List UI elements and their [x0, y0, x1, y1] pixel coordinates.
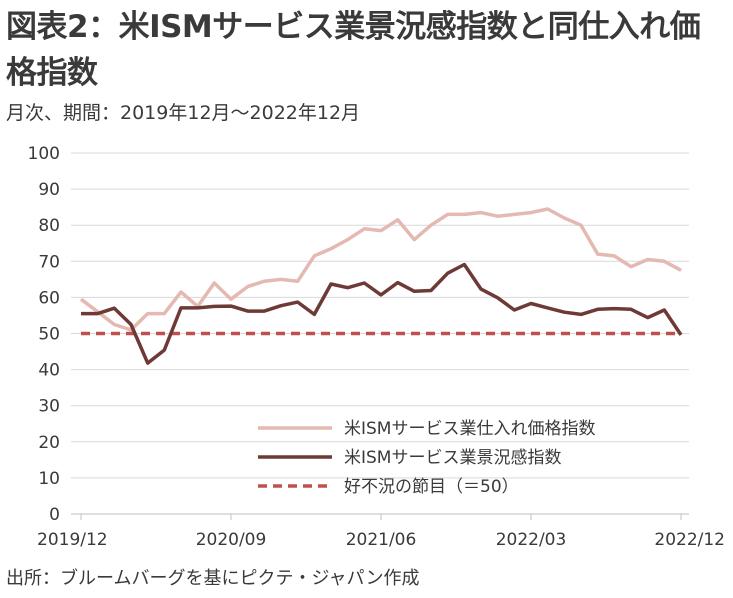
- x-tick-label: 2021/06: [346, 530, 417, 550]
- x-tick-label: 2022/12: [654, 530, 725, 550]
- legend-label-0: 米ISMサービス業仕入れ価格指数: [344, 419, 595, 439]
- series-line-0: [79, 207, 682, 332]
- y-tick-label: 100: [28, 144, 60, 164]
- y-tick-label: 70: [38, 252, 60, 272]
- source-note: 出所：ブルームバーグを基にピクテ・ジャパン作成: [6, 568, 420, 589]
- series-line-1: [81, 262, 683, 365]
- x-tick-label: 2019/12: [37, 530, 108, 550]
- grid-lines: [71, 152, 689, 479]
- y-tick-label: 80: [38, 216, 60, 236]
- y-tick-label: 90: [38, 180, 60, 200]
- y-tick-label: 0: [49, 505, 60, 525]
- y-tick-label: 10: [38, 469, 60, 489]
- y-tick-label: 20: [38, 433, 60, 453]
- x-tick-label: 2022/03: [496, 530, 567, 550]
- y-tick-label: 30: [38, 397, 60, 417]
- legend-label-2: 好不況の節目（＝50）: [344, 477, 519, 497]
- legend-label-1: 米ISMサービス業景況感指数: [344, 448, 561, 468]
- series-lines: [79, 207, 683, 365]
- y-tick-label: 50: [38, 325, 60, 345]
- chart-title: 図表2：米ISMサービス業景況感指数と同仕入れ価格指数: [6, 9, 701, 91]
- y-tick-label: 60: [38, 288, 60, 308]
- x-tick-label: 2020/09: [196, 530, 267, 550]
- y-axis-tick-labels: 0 10 20 30 40 50 60 70 80 90 100: [28, 144, 60, 525]
- y-tick-label: 40: [38, 361, 60, 381]
- chart-subtitle: 月次、期間：2019年12月～2022年12月: [6, 102, 361, 124]
- legend: 米ISMサービス業仕入れ価格指数米ISMサービス業景況感指数好不況の節目（＝50…: [258, 419, 595, 497]
- x-axis-tick-labels: 2019/12 2020/09 2021/06 2022/03 2022/12: [37, 514, 725, 550]
